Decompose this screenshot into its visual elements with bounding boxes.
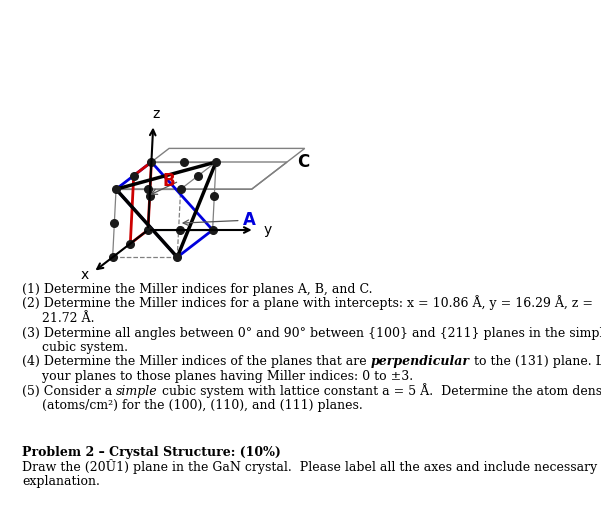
Text: (1) Determine the Miller indices for planes A, B, and C.: (1) Determine the Miller indices for pla… — [22, 283, 373, 296]
Text: (3) Determine all angles between 0° and 90° between {100} and {211} planes in th: (3) Determine all angles between 0° and … — [22, 326, 601, 340]
Text: simple: simple — [116, 384, 158, 398]
Text: A: A — [243, 212, 255, 230]
Text: perpendicular: perpendicular — [371, 355, 469, 369]
Text: (5) Consider a: (5) Consider a — [22, 384, 116, 398]
Text: cubic system.: cubic system. — [22, 341, 128, 354]
Text: (atoms/cm²) for the (100), (110), and (111) planes.: (atoms/cm²) for the (100), (110), and (1… — [22, 399, 363, 412]
Text: explanation.: explanation. — [22, 475, 100, 488]
Text: to the (131) plane. Limit: to the (131) plane. Limit — [469, 355, 601, 369]
Text: (2) Determine the Miller indices for a plane with intercepts: x = 10.86 Å, y = 1: (2) Determine the Miller indices for a p… — [22, 296, 593, 310]
Text: Draw the (20Ȗ1) plane in the GaN crystal.  Please label all the axes and include: Draw the (20Ȗ1) plane in the GaN crystal… — [22, 459, 597, 474]
Text: Problem 2 – Crystal Structure: (10%): Problem 2 – Crystal Structure: (10%) — [22, 446, 281, 459]
Text: (4) Determine the Miller indices of the planes that are: (4) Determine the Miller indices of the … — [22, 355, 371, 369]
Text: x: x — [81, 268, 90, 282]
Text: y: y — [263, 223, 272, 237]
Text: C: C — [297, 153, 309, 171]
Text: 21.72 Å.: 21.72 Å. — [22, 312, 94, 325]
Text: z: z — [152, 107, 159, 121]
Text: your planes to those planes having Miller indices: 0 to ±3.: your planes to those planes having Mille… — [22, 370, 413, 383]
Text: B: B — [163, 172, 175, 190]
Text: cubic system with lattice constant a = 5 Å.  Determine the atom density: cubic system with lattice constant a = 5… — [158, 383, 601, 398]
